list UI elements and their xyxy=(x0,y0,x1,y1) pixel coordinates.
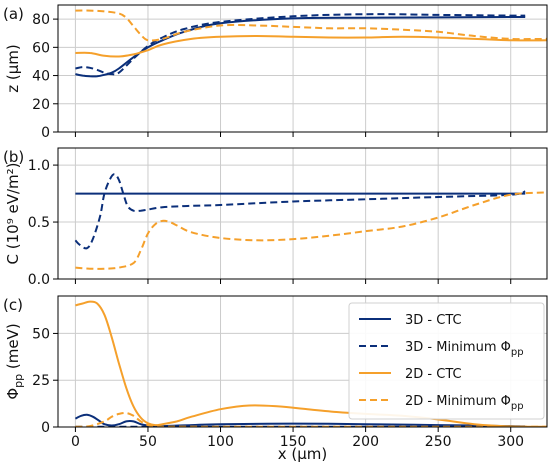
series-line-2d-ctc xyxy=(75,35,547,58)
y-tick-label: 60 xyxy=(32,40,50,56)
y-tick-label: 0.0 xyxy=(28,272,50,288)
legend-label: 3D - CTC xyxy=(405,313,462,328)
panel-a: 0 20 40 60 80 (a) z (µm) xyxy=(3,4,548,141)
series-line-2d-minimum-pp xyxy=(75,9,547,42)
y-tick-label: 50 xyxy=(32,326,50,342)
panel-label: (b) xyxy=(3,148,24,166)
x-tick-label: 250 xyxy=(425,434,452,450)
panel-label: (c) xyxy=(3,296,23,314)
x-tick-label: 50 xyxy=(139,434,157,450)
x-axis-label: x (µm) xyxy=(278,445,328,463)
series-line-3d-minimum-pp xyxy=(75,13,526,76)
series-line-3d-ctc xyxy=(74,413,526,427)
y-tick-label: 25 xyxy=(32,373,50,389)
y-axis-label: z (µm) xyxy=(4,44,22,93)
legend-box xyxy=(348,302,545,420)
axes-frame xyxy=(57,147,548,280)
x-tick-label: 150 xyxy=(280,434,307,450)
legend-label: 2D - Minimum Φpp xyxy=(405,394,524,412)
y-tick-label: 0 xyxy=(41,420,50,436)
y-tick-label: 0 xyxy=(41,125,50,141)
axes-frame xyxy=(57,4,548,133)
legend-label: 3D - Minimum Φpp xyxy=(405,340,524,358)
series-line-3d-minimum-pp xyxy=(74,173,526,250)
y-axis-label: C (10⁹ eV/m²) xyxy=(4,163,22,265)
y-tick-label: 80 xyxy=(32,12,50,28)
y-tick-label: 1.0 xyxy=(28,158,50,174)
y-tick-label: 20 xyxy=(32,97,50,113)
y-axis-label: Φpp (meV) xyxy=(4,323,25,399)
y-tick-label: 0.5 xyxy=(28,215,50,231)
series-line-3d-ctc xyxy=(75,15,526,78)
panel-label: (a) xyxy=(3,5,24,23)
x-tick-label: 100 xyxy=(207,434,234,450)
panel-b: 0.0 0.5 1.0(b)C (10⁹ eV/m²) xyxy=(3,147,548,288)
legend-label: 2D - CTC xyxy=(405,367,462,382)
series-line-2d-minimum-pp xyxy=(75,191,547,270)
axes-frame xyxy=(57,295,548,428)
x-tick-label: 300 xyxy=(497,434,524,450)
y-tick-label: 40 xyxy=(32,69,50,85)
x-tick-label: 0 xyxy=(71,434,80,450)
x-tick-label: 200 xyxy=(352,434,379,450)
panel-c: 0 50 100 150 200 250 300 0 25 50 (c) Φpp (meV) x (µm… xyxy=(3,295,548,463)
